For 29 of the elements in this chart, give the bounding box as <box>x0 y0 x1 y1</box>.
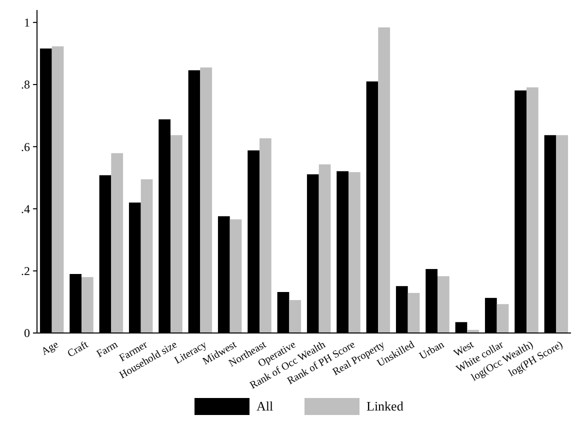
bar <box>52 46 64 333</box>
y-tick-label: .2 <box>21 264 30 278</box>
bar <box>438 276 450 333</box>
bar <box>260 138 272 333</box>
bar <box>140 179 153 333</box>
legend-label: All <box>256 398 274 414</box>
bar <box>170 135 182 333</box>
bar <box>318 164 331 333</box>
bar <box>496 304 509 333</box>
bar <box>82 277 94 333</box>
bar <box>526 87 538 333</box>
y-tick-label: 1 <box>24 16 30 30</box>
bar <box>200 67 212 333</box>
bar <box>408 292 420 333</box>
bar <box>378 27 390 333</box>
x-tick-label: Urban <box>418 339 447 362</box>
bar <box>111 153 124 333</box>
bar <box>348 172 360 333</box>
y-tick-label: .6 <box>21 140 30 154</box>
bar <box>556 135 568 333</box>
y-tick-label: 0 <box>24 326 30 340</box>
x-tick-label: Farm <box>95 340 120 360</box>
y-tick-label: .4 <box>21 202 30 216</box>
y-tick-label: .8 <box>21 78 30 92</box>
bar <box>230 219 242 333</box>
x-tick-label: Age <box>40 339 61 358</box>
legend-label: Linked <box>366 398 404 414</box>
x-tick-label: Craft <box>66 339 90 360</box>
bar <box>289 300 302 333</box>
